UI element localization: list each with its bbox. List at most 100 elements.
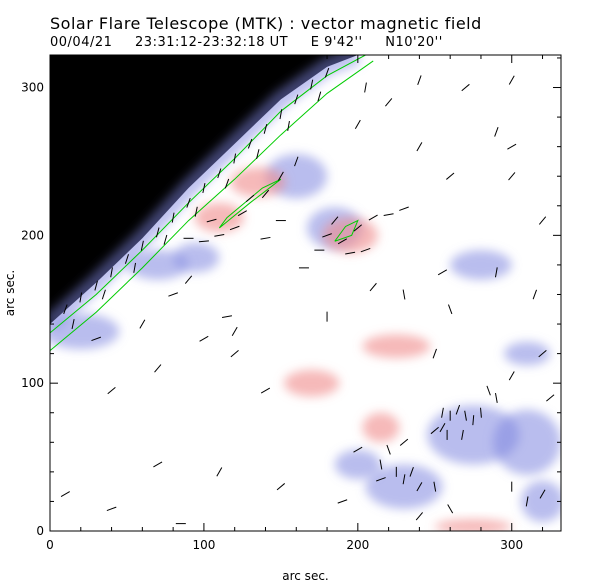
field-vector (217, 168, 222, 179)
field-vector (71, 319, 75, 330)
field-vector (229, 225, 240, 231)
field-vector (379, 459, 383, 470)
field-vector (494, 267, 498, 278)
positive-field-region (362, 334, 431, 359)
field-vector (441, 407, 444, 418)
field-vector (360, 247, 371, 253)
y-tick-label: 200 (21, 228, 44, 242)
field-vector (277, 171, 284, 181)
field-contour (334, 219, 359, 242)
field-vector (245, 194, 255, 202)
field-vector (260, 236, 271, 240)
field-vector (231, 326, 238, 337)
field-vector (399, 206, 409, 211)
field-vector (221, 315, 233, 319)
field-vector (399, 438, 409, 446)
field-vector (186, 197, 191, 208)
field-vector (337, 238, 348, 245)
observation-date: 00/04/21 (50, 35, 113, 50)
field-vector (415, 512, 423, 521)
field-vector (416, 142, 423, 152)
field-vector (417, 75, 422, 85)
positive-field-region (230, 167, 286, 197)
observation-time: 23:31:12-23:32:18 UT (135, 35, 289, 50)
field-vector (331, 216, 339, 225)
field-vector (432, 348, 437, 359)
field-vector (402, 474, 406, 485)
field-vector (199, 335, 209, 342)
field-vector (107, 386, 116, 395)
field-vector (322, 233, 332, 238)
field-vector (194, 206, 198, 217)
x-tick-label: 100 (192, 538, 215, 552)
limb-fringe (50, 55, 362, 331)
field-vector (163, 234, 168, 245)
field-vector (106, 506, 117, 512)
field-vector (539, 489, 546, 499)
field-vector (508, 371, 515, 381)
y-tick-label: 300 (21, 81, 44, 95)
field-vector (94, 280, 98, 291)
field-vector (276, 483, 286, 491)
field-vector (256, 149, 260, 160)
field-vector (369, 282, 377, 292)
observation-latitude: N10'20'' (385, 35, 443, 50)
field-vector (508, 75, 515, 85)
negative-field-region (520, 480, 561, 523)
field-vector (110, 267, 113, 278)
chart-title: Solar Flare Telescope (MTK) : vector mag… (50, 14, 482, 33)
field-vector (345, 251, 356, 255)
field-vector (439, 422, 446, 433)
plot-frame (49, 54, 562, 532)
field-contour (50, 60, 374, 352)
field-vector (310, 79, 314, 90)
field-vector (446, 172, 455, 180)
observation-longitude: E 9'42'' (310, 35, 363, 50)
field-vector (447, 504, 454, 514)
field-vector (63, 304, 68, 315)
field-vector (168, 292, 179, 297)
off-limb-region (50, 55, 358, 325)
field-vector (461, 83, 470, 92)
field-vector (294, 94, 299, 105)
field-vector (437, 269, 448, 276)
field-vector (353, 446, 363, 453)
field-vector (354, 119, 361, 130)
negative-field-region (365, 464, 443, 509)
field-vector (324, 67, 330, 78)
field-vector (480, 407, 482, 418)
field-vector (416, 482, 423, 492)
field-vector (376, 477, 386, 482)
field-vector (525, 496, 529, 507)
field-vector (101, 289, 106, 300)
field-vector (386, 444, 391, 455)
field-vector (279, 109, 283, 120)
field-vector (287, 120, 290, 131)
negative-field-region (126, 250, 189, 280)
negative-field-region (334, 449, 381, 480)
field-vector (546, 394, 555, 402)
field-vector (455, 404, 461, 415)
field-vector (383, 213, 394, 217)
x-tick-label: 0 (46, 538, 54, 552)
positive-field-region (283, 369, 340, 397)
field-vector (171, 212, 175, 223)
field-vector (464, 410, 467, 421)
field-vector (261, 189, 270, 199)
field-vector (337, 499, 348, 504)
y-tick-label: 100 (21, 376, 44, 390)
field-vector (317, 91, 322, 102)
field-vector (433, 481, 437, 492)
x-axis-label: arc sec. (282, 569, 328, 583)
field-vector (140, 240, 144, 251)
positive-field-region (194, 202, 244, 233)
x-tick-label: 200 (346, 538, 369, 552)
field-vector (538, 216, 547, 225)
field-vector (230, 350, 239, 358)
field-vector (60, 491, 70, 497)
field-vector (198, 240, 209, 243)
field-vector (494, 127, 499, 137)
positive-field-region (434, 519, 512, 531)
field-vector (79, 292, 83, 303)
field-vector (139, 319, 146, 329)
